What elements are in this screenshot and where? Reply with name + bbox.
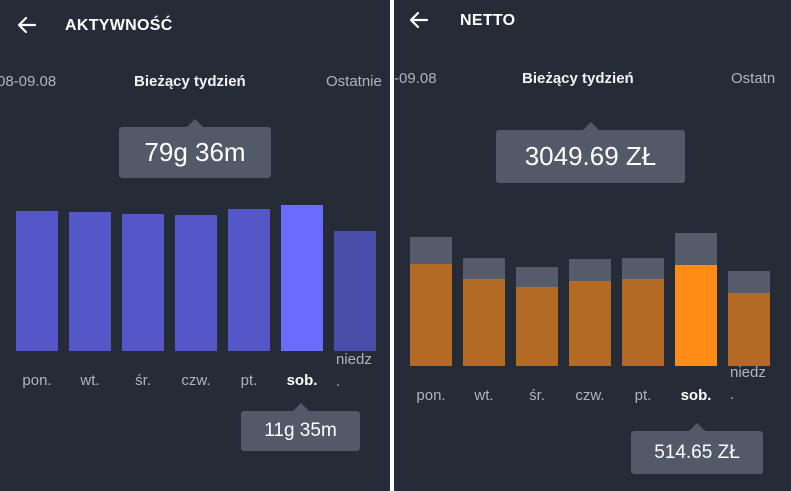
day-label: czw. (181, 372, 211, 389)
day-label: śr. (135, 372, 151, 389)
selected-day-callout: 11g 35m (241, 403, 360, 451)
callout-pointer (582, 122, 599, 130)
total-value: 3049.69 ZŁ (524, 141, 657, 171)
bar-segment-top (463, 257, 505, 280)
selected-day-callout: 514.65 ZŁ (631, 423, 763, 474)
bar-segment-main (410, 263, 452, 366)
day-label: śr. (529, 387, 545, 404)
bar-segment-main (728, 293, 770, 366)
period-prev[interactable]: -09.08 (394, 70, 437, 87)
period-prev[interactable]: 08-09.08 (0, 73, 57, 90)
day-label: sob. (680, 387, 712, 404)
day-label: niedz. (730, 362, 783, 406)
day-bar[interactable] (516, 266, 558, 366)
day-bar[interactable] (675, 232, 717, 366)
total-value: 79g 36m (144, 137, 246, 167)
bar-segment-top (516, 266, 558, 287)
day-label-line: niedz (336, 351, 372, 368)
day-bar[interactable] (463, 257, 505, 367)
bar-segment-top (622, 257, 664, 280)
period-next[interactable]: Ostatnie (326, 73, 382, 90)
activity-panel: AKTYWNOŚĆ 08-09.08 Bieżący tydzień Ostat… (0, 0, 390, 491)
day-label: pon. (416, 387, 446, 404)
day-bar[interactable] (175, 215, 217, 351)
day-bar[interactable] (122, 213, 164, 351)
day-label-line: niedz (730, 364, 766, 381)
bar-segment-main (675, 265, 717, 366)
day-label: czw. (575, 387, 605, 404)
day-bar[interactable] (569, 259, 611, 366)
selected-day-value: 514.65 ZŁ (654, 442, 740, 463)
bar-segment-main (569, 280, 611, 366)
day-bar[interactable] (69, 212, 111, 351)
day-label-line: . (730, 386, 735, 403)
day-bar[interactable] (410, 237, 452, 366)
total-callout: 3049.69 ZŁ (496, 122, 685, 183)
day-label: pt. (634, 387, 652, 404)
callout-pointer (689, 423, 705, 431)
bar-segment-top (675, 232, 717, 266)
selected-day-value: 11g 35m (264, 420, 337, 441)
day-bar[interactable] (281, 205, 323, 351)
day-label-line: . (336, 373, 341, 390)
bar-segment-top (569, 259, 611, 281)
day-label: niedz. (336, 349, 389, 393)
bar-segment-top (728, 271, 770, 294)
day-label: pon. (22, 372, 52, 389)
day-label: sob. (286, 372, 318, 389)
bar-segment-main (463, 279, 505, 366)
bar-segment-main (516, 286, 558, 366)
back-arrow-icon[interactable] (16, 14, 38, 36)
day-bar[interactable] (16, 210, 58, 351)
netto-panel: NETTO -09.08 Bieżący tydzień Ostatn 3049… (394, 0, 791, 491)
callout-pointer (187, 119, 203, 127)
page-title: NETTO (460, 12, 516, 29)
day-label: wt. (80, 372, 100, 389)
total-callout: 79g 36m (119, 119, 271, 178)
day-label: wt. (474, 387, 494, 404)
day-bar[interactable] (622, 257, 664, 367)
day-bar[interactable] (728, 271, 770, 366)
back-arrow-icon[interactable] (408, 9, 430, 31)
day-label: pt. (240, 372, 258, 389)
period-next[interactable]: Ostatn (731, 70, 776, 87)
day-bar[interactable] (334, 231, 376, 351)
callout-pointer (292, 403, 309, 411)
bar-segment-main (622, 279, 664, 366)
page-title: AKTYWNOŚĆ (65, 17, 173, 34)
period-current[interactable]: Bieżący tydzień (522, 70, 634, 87)
bar-segment-top (410, 237, 452, 264)
day-bar[interactable] (228, 209, 270, 351)
period-current[interactable]: Bieżący tydzień (134, 73, 246, 90)
